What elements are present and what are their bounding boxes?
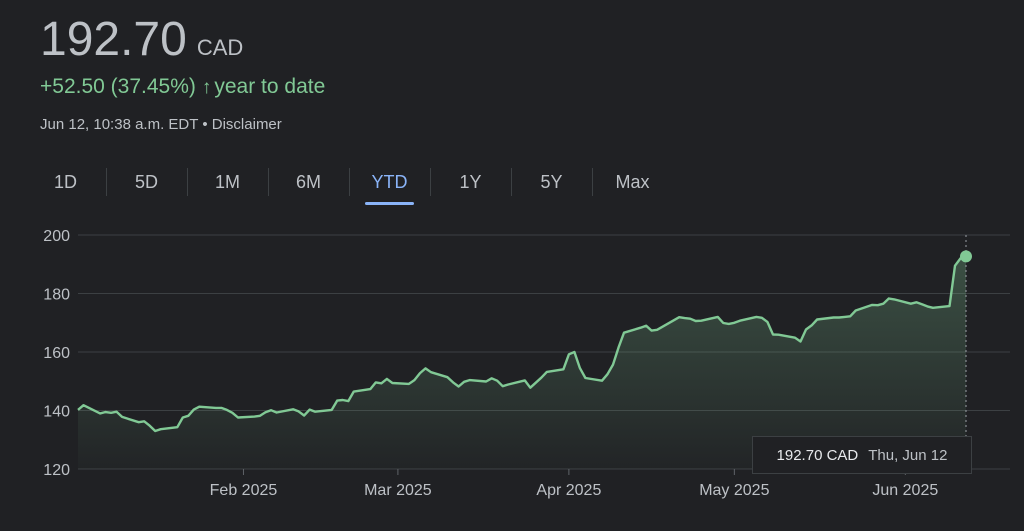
- hover-tooltip: 192.70 CAD Thu, Jun 12: [752, 436, 972, 474]
- tab-max[interactable]: Max: [592, 165, 673, 199]
- ytd-change: +52.50 (37.45%) ↑ year to date: [40, 75, 325, 99]
- tab-6m[interactable]: 6M: [268, 165, 349, 199]
- price-line: [77, 255, 967, 433]
- tooltip-value: 192.70 CAD: [776, 446, 859, 464]
- range-tabs: 1D 5D 1M 6M YTD 1Y 5Y Max: [25, 165, 673, 205]
- disclaimer-link[interactable]: Disclaimer: [211, 116, 282, 133]
- y-tick-label: 140: [43, 404, 70, 421]
- x-tick-label: Feb 2025: [210, 482, 278, 499]
- separator: •: [202, 116, 208, 133]
- currency-label: CAD: [196, 35, 244, 60]
- tab-5y[interactable]: 5Y: [511, 165, 592, 199]
- x-tick-label: Jun 2025: [872, 482, 938, 499]
- current-price: 192.70: [40, 13, 187, 66]
- y-tick-label: 180: [43, 287, 70, 304]
- y-tick-label: 160: [43, 345, 70, 362]
- x-tick-label: Mar 2025: [364, 482, 432, 499]
- tooltip-date: Thu, Jun 12: [868, 446, 948, 464]
- price-header: 192.70 CAD: [40, 12, 243, 67]
- price-area: [78, 256, 966, 469]
- y-tick-label: 120: [43, 462, 70, 479]
- x-tick-label: Apr 2025: [536, 482, 601, 499]
- y-tick-label: 200: [43, 228, 70, 245]
- tab-ytd[interactable]: YTD: [349, 165, 430, 205]
- tab-5d[interactable]: 5D: [106, 165, 187, 199]
- change-period: year to date: [214, 75, 326, 98]
- tab-1y[interactable]: 1Y: [430, 165, 511, 199]
- x-tick-label: May 2025: [699, 482, 769, 499]
- current-price-dot: [960, 250, 972, 263]
- tab-1d[interactable]: 1D: [53, 171, 77, 192]
- tab-1m[interactable]: 1M: [187, 165, 268, 199]
- timestamp-row: Jun 12, 10:38 a.m. EDT • Disclaimer: [40, 116, 282, 133]
- timestamp: Jun 12, 10:38 a.m. EDT: [40, 116, 199, 133]
- change-value: +52.50 (37.45%): [40, 75, 196, 98]
- arrow-up-icon: ↑: [201, 77, 212, 98]
